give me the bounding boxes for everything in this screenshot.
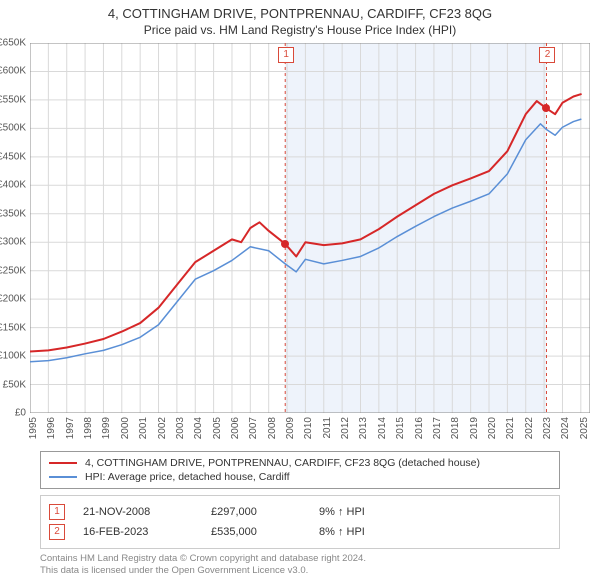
xtick-label: 2010: [303, 417, 314, 439]
ytick-label: £200K: [0, 294, 26, 305]
xtick-label: 2014: [377, 417, 388, 439]
xtick-label: 2006: [230, 417, 241, 439]
xtick-label: 2009: [285, 417, 296, 439]
marker-box: 1: [278, 47, 294, 63]
sales-row: 2 16-FEB-2023 £535,000 8% ↑ HPI: [49, 522, 551, 542]
xtick-label: 2000: [120, 417, 131, 439]
sales-table: 1 21-NOV-2008 £297,000 9% ↑ HPI 2 16-FEB-2023…: [40, 495, 560, 549]
marker-box: 2: [539, 47, 555, 63]
marker-dot: [281, 240, 289, 248]
sales-row: 1 21-NOV-2008 £297,000 9% ↑ HPI: [49, 502, 551, 522]
xtick-label: 2020: [487, 417, 498, 439]
ytick-label: £0: [15, 408, 26, 419]
sale-marker: 2: [49, 524, 65, 540]
marker-dot: [542, 104, 550, 112]
sale-marker: 1: [49, 504, 65, 520]
xtick-label: 2011: [322, 417, 333, 439]
xtick-label: 2017: [432, 417, 443, 439]
legend-row: 4, COTTINGHAM DRIVE, PONTPRENNAU, CARDIF…: [49, 456, 551, 470]
xtick-label: 2019: [469, 417, 480, 439]
xtick-label: 2025: [579, 417, 590, 439]
sale-date: 21-NOV-2008: [83, 506, 193, 518]
xtick-label: 2021: [505, 417, 516, 439]
xtick-label: 2016: [414, 417, 425, 439]
ytick-label: £400K: [0, 180, 26, 191]
ytick-label: £50K: [3, 379, 26, 390]
xtick-label: 2015: [395, 417, 406, 439]
xtick-label: 2004: [193, 417, 204, 439]
legend-label: 4, COTTINGHAM DRIVE, PONTPRENNAU, CARDIF…: [85, 457, 480, 469]
xtick-label: 1998: [83, 417, 94, 439]
ytick-label: £250K: [0, 265, 26, 276]
xtick-label: 2018: [450, 417, 461, 439]
xtick-label: 2023: [542, 417, 553, 439]
xtick-label: 2001: [138, 417, 149, 439]
sale-pct: 9% ↑ HPI: [319, 506, 429, 518]
title-main: 4, COTTINGHAM DRIVE, PONTPRENNAU, CARDIF…: [0, 6, 600, 21]
ytick-label: £500K: [0, 123, 26, 134]
ytick-label: £450K: [0, 151, 26, 162]
xtick-label: 2005: [212, 417, 223, 439]
footer-line1: Contains HM Land Registry data © Crown c…: [40, 553, 560, 565]
ytick-label: £300K: [0, 237, 26, 248]
ytick-label: £550K: [0, 94, 26, 105]
xtick-label: 2022: [524, 417, 535, 439]
sale-date: 16-FEB-2023: [83, 526, 193, 538]
legend-swatch: [49, 462, 77, 464]
sale-pct: 8% ↑ HPI: [319, 526, 429, 538]
xtick-label: 2002: [157, 417, 168, 439]
title-sub: Price paid vs. HM Land Registry's House …: [0, 23, 600, 37]
chart-container: 4, COTTINGHAM DRIVE, PONTPRENNAU, CARDIF…: [0, 0, 600, 578]
ytick-label: £150K: [0, 322, 26, 333]
ytick-label: £350K: [0, 208, 26, 219]
legend: 4, COTTINGHAM DRIVE, PONTPRENNAU, CARDIF…: [40, 451, 560, 489]
sale-price: £297,000: [211, 506, 301, 518]
legend-row: HPI: Average price, detached house, Card…: [49, 470, 551, 484]
plot-svg: [30, 43, 590, 413]
xtick-label: 1996: [46, 417, 57, 439]
xtick-label: 2008: [267, 417, 278, 439]
footer-line2: This data is licensed under the Open Gov…: [40, 565, 560, 577]
legend-swatch: [49, 476, 77, 478]
footer: Contains HM Land Registry data © Crown c…: [40, 553, 560, 578]
xtick-label: 2007: [248, 417, 259, 439]
ytick-label: £100K: [0, 351, 26, 362]
xtick-label: 2003: [175, 417, 186, 439]
xtick-label: 2013: [358, 417, 369, 439]
xtick-label: 1995: [28, 417, 39, 439]
titles: 4, COTTINGHAM DRIVE, PONTPRENNAU, CARDIF…: [0, 0, 600, 37]
plot-area: £0£50K£100K£150K£200K£250K£300K£350K£400…: [30, 43, 590, 413]
ytick-label: £650K: [0, 38, 26, 49]
xtick-label: 1997: [65, 417, 76, 439]
xtick-label: 2024: [560, 417, 571, 439]
ytick-label: £600K: [0, 66, 26, 77]
sale-price: £535,000: [211, 526, 301, 538]
legend-label: HPI: Average price, detached house, Card…: [85, 471, 290, 483]
xtick-label: 1999: [101, 417, 112, 439]
xtick-label: 2012: [340, 417, 351, 439]
